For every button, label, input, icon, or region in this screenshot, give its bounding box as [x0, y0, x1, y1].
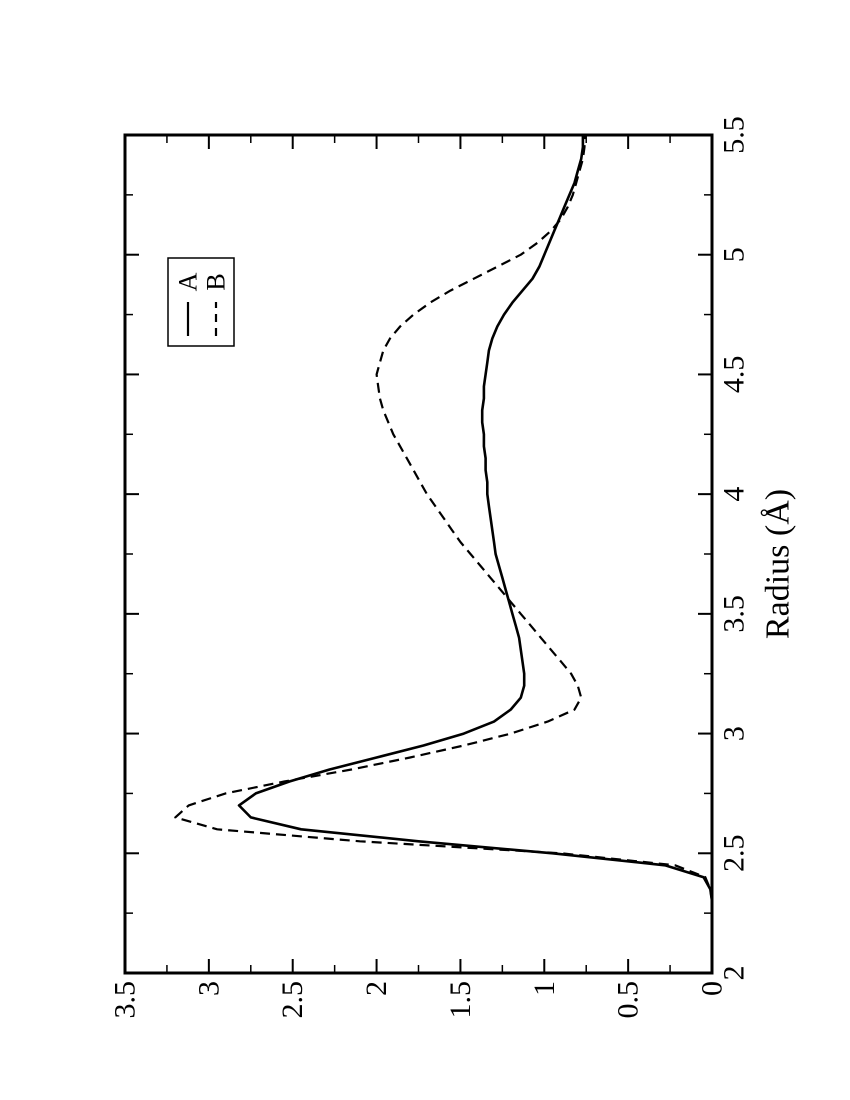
y-tick-label: 3: [192, 981, 225, 996]
y-tick-label: 1.5: [444, 981, 477, 1019]
y-tick-label: 2.5: [276, 981, 309, 1019]
legend-label-B: B: [202, 273, 231, 290]
x-tick-label: 2: [718, 966, 751, 981]
x-tick-label: 3.5: [718, 595, 751, 633]
y-tick-label: 1: [528, 981, 561, 996]
legend-box: [167, 257, 235, 347]
y-tick-label: 0: [696, 981, 729, 996]
x-tick-label: 2.5: [718, 835, 751, 873]
y-tick-label: 2: [360, 981, 393, 996]
series-line-B: [174, 135, 714, 902]
y-tick-label: 3.5: [109, 981, 142, 1019]
series-line-A: [237, 135, 714, 902]
x-tick-label: 4.5: [718, 356, 751, 394]
x-tick-label: 5: [718, 247, 751, 262]
plot-area: [174, 135, 714, 902]
x-tick-label: 5.5: [718, 116, 751, 154]
x-tick-label: 4: [718, 487, 751, 502]
x-tick-label: 3: [718, 726, 751, 741]
legend-label-A: A: [174, 272, 203, 291]
axes: 2 2.5 3 3.5 4 4.5 5 5.5 0 0.5 1 1.5 2 2.5 3 3.5 Radius (…: [109, 116, 797, 1018]
x-axis-title: Radius (Å): [760, 489, 797, 639]
y-tick-label: 0.5: [612, 981, 645, 1019]
